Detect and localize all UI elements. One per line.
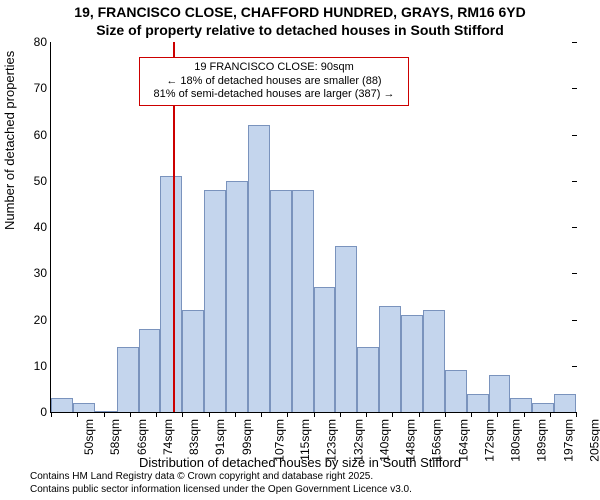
attribution-line1: Contains HM Land Registry data © Crown c… [30, 471, 412, 484]
histogram-bar [160, 176, 182, 412]
histogram-bar [314, 287, 336, 412]
x-tick-label: 50sqm [82, 419, 96, 455]
histogram-bar [379, 306, 401, 412]
histogram-bar [248, 125, 270, 412]
y-axis-label: Number of detached properties [2, 51, 17, 230]
x-axis-label: Distribution of detached houses by size … [0, 455, 600, 470]
x-tick-label: 91sqm [213, 419, 227, 455]
annotation-line1: 19 FRANCISCO CLOSE: 90sqm [146, 61, 402, 75]
histogram-bar [270, 190, 292, 412]
histogram-bar [445, 370, 467, 412]
histogram-bar [204, 190, 226, 412]
x-tick-label: 58sqm [108, 419, 122, 455]
x-tick-label: 66sqm [135, 419, 149, 455]
y-tick-label: 40 [34, 220, 47, 234]
x-tick-label: 83sqm [187, 419, 201, 455]
histogram-bar [182, 310, 204, 412]
y-tick-label: 0 [40, 405, 47, 419]
histogram-bar [423, 310, 445, 412]
histogram-bar [357, 347, 379, 412]
annotation-line3: 81% of semi-detached houses are larger (… [146, 88, 402, 102]
histogram-bar [95, 411, 117, 412]
chart-title-line2: Size of property relative to detached ho… [0, 22, 600, 38]
histogram-bar [73, 403, 95, 412]
histogram-bar [51, 398, 73, 412]
histogram-bar [139, 329, 161, 412]
histogram-bar [292, 190, 314, 412]
y-tick-label: 60 [34, 128, 47, 142]
attribution-line2: Contains public sector information licen… [30, 484, 412, 497]
y-tick-label: 80 [34, 35, 47, 49]
y-tick-label: 70 [34, 81, 47, 95]
x-tick-label: 74sqm [161, 419, 175, 455]
histogram-bar [489, 375, 511, 412]
histogram-bar [554, 394, 576, 413]
histogram-bar [401, 315, 423, 412]
y-tick-label: 50 [34, 174, 47, 188]
y-tick-label: 10 [34, 359, 47, 373]
histogram-bar [532, 403, 554, 412]
histogram-bar [467, 394, 489, 413]
attribution-text: Contains HM Land Registry data © Crown c… [30, 471, 412, 496]
plot-area: 0102030405060708050sqm58sqm66sqm74sqm83s… [50, 42, 576, 413]
histogram-bar [117, 347, 139, 412]
chart-title-line1: 19, FRANCISCO CLOSE, CHAFFORD HUNDRED, G… [0, 4, 600, 20]
x-tick-label: 99sqm [240, 419, 254, 455]
histogram-bar [335, 246, 357, 413]
y-tick-label: 20 [34, 313, 47, 327]
histogram-bar [226, 181, 248, 412]
annotation-line2: ← 18% of detached houses are smaller (88… [146, 75, 402, 89]
y-tick-label: 30 [34, 266, 47, 280]
annotation-box: 19 FRANCISCO CLOSE: 90sqm← 18% of detach… [139, 57, 409, 106]
histogram-bar [510, 398, 532, 412]
